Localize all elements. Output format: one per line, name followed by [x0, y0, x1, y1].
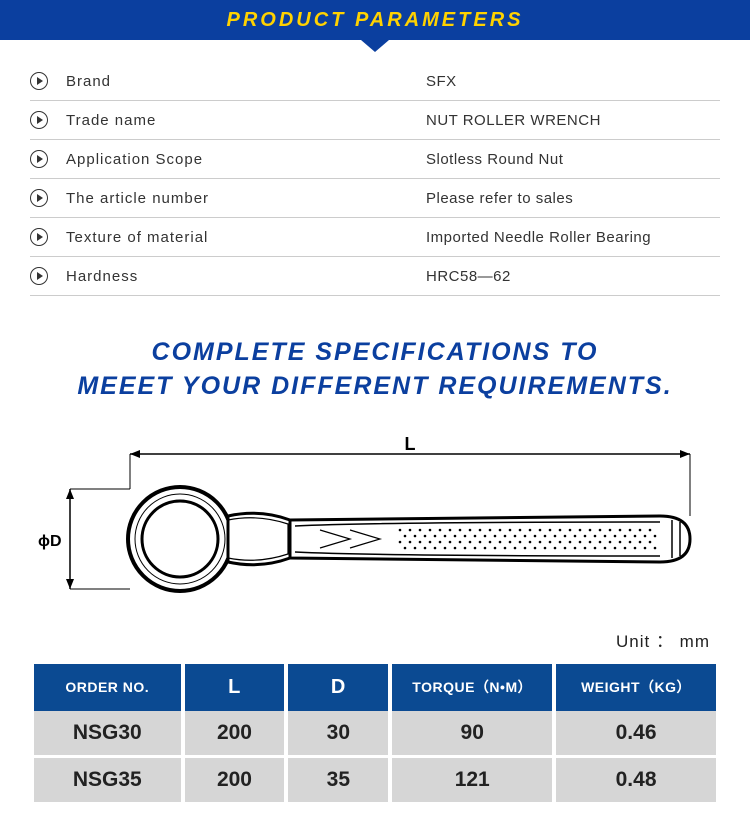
table-row: NSG35200351210.48 [34, 758, 716, 805]
param-value: Please refer to sales [426, 190, 720, 207]
table-cell: 0.48 [556, 758, 716, 805]
param-row: Brand SFX [30, 62, 720, 101]
spec-heading: COMPLETE SPECIFICATIONS TO MEEET YOUR DI… [0, 316, 750, 414]
table-cell: 121 [392, 758, 552, 805]
table-cell: 200 [185, 758, 285, 805]
th-order: ORDER NO. [34, 664, 181, 711]
param-row: The article number Please refer to sales [30, 179, 720, 218]
param-row: Texture of material Imported Needle Roll… [30, 218, 720, 257]
th-torque: TORQUE（N•M） [392, 664, 552, 711]
param-label: Application Scope [66, 151, 426, 168]
play-bullet-icon [30, 150, 48, 168]
param-value: NUT ROLLER WRENCH [426, 112, 720, 129]
spec-table-body: NSG3020030900.46NSG35200351210.48 [34, 711, 716, 805]
th-l: L [185, 664, 285, 711]
param-label: Hardness [66, 268, 426, 285]
spec-heading-line2: MEEET YOUR DIFFERENT REQUIREMENTS. [77, 372, 672, 400]
table-cell: 90 [392, 711, 552, 758]
table-cell: 35 [288, 758, 388, 805]
spec-table: ORDER NO. L D TORQUE（N•M） WEIGHT（KG） NSG… [0, 664, 750, 825]
param-label: Trade name [66, 112, 426, 129]
param-value: SFX [426, 73, 720, 90]
spec-heading-line1: COMPLETE SPECIFICATIONS TO [152, 338, 599, 366]
table-row: NSG3020030900.46 [34, 711, 716, 758]
table-cell: 30 [288, 711, 388, 758]
spec-table-header-row: ORDER NO. L D TORQUE（N•M） WEIGHT（KG） [34, 664, 716, 711]
table-cell: NSG30 [34, 711, 181, 758]
parameters-list: Brand SFX Trade name NUT ROLLER WRENCH A… [0, 52, 750, 316]
param-row: Application Scope Slotless Round Nut [30, 140, 720, 179]
product-parameters-banner: PRODUCT PARAMETERS [0, 0, 750, 40]
param-row: Hardness HRC58—62 [30, 257, 720, 296]
play-bullet-icon [30, 267, 48, 285]
wrench-diagram: L ϕD [0, 414, 750, 619]
table-cell: NSG35 [34, 758, 181, 805]
play-bullet-icon [30, 72, 48, 90]
param-label: Texture of material [66, 229, 426, 246]
param-label: Brand [66, 73, 426, 90]
param-row: Trade name NUT ROLLER WRENCH [30, 101, 720, 140]
table-cell: 200 [185, 711, 285, 758]
param-value: Slotless Round Nut [426, 151, 720, 168]
diagram-label-l: L [405, 434, 416, 454]
th-weight: WEIGHT（KG） [556, 664, 716, 711]
table-cell: 0.46 [556, 711, 716, 758]
play-bullet-icon [30, 189, 48, 207]
param-label: The article number [66, 190, 426, 207]
play-bullet-icon [30, 228, 48, 246]
banner-title: PRODUCT PARAMETERS [227, 9, 524, 32]
param-value: HRC58—62 [426, 268, 720, 285]
param-value: Imported Needle Roller Bearing [426, 229, 720, 246]
th-d: D [288, 664, 388, 711]
play-bullet-icon [30, 111, 48, 129]
unit-label: Unit ： mm [0, 619, 750, 664]
diagram-label-d: ϕD [38, 533, 62, 550]
